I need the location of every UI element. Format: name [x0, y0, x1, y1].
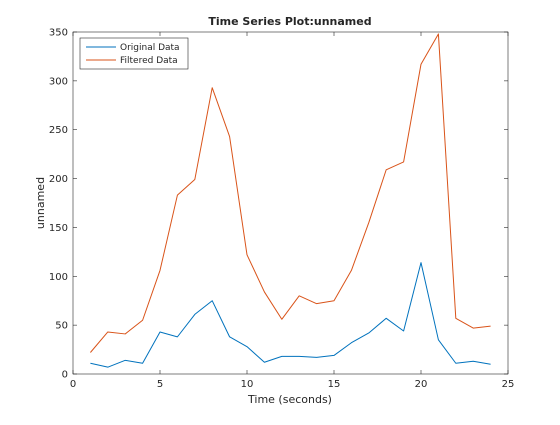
- y-tick-label: 200: [49, 174, 68, 185]
- y-tick-label: 100: [49, 272, 68, 283]
- y-tick-label: 150: [49, 223, 68, 234]
- series-lines: [90, 33, 491, 368]
- legend: Original Data Filtered Data: [79, 37, 189, 70]
- x-tick-label: 20: [415, 379, 428, 390]
- y-tick-label: 350: [49, 28, 68, 39]
- x-tick-label: 10: [241, 379, 254, 390]
- x-tick-label: 0: [70, 379, 76, 390]
- x-axis-label: Time (seconds): [247, 393, 332, 406]
- y-axis-label: unnamed: [34, 177, 47, 229]
- legend-label-original-data: Original Data: [120, 43, 180, 53]
- x-tick-label: 15: [328, 379, 341, 390]
- x-tick-label: 5: [157, 379, 163, 390]
- x-tick-label: 25: [502, 379, 515, 390]
- y-tick-label: 0: [62, 370, 68, 381]
- plot-area: [72, 31, 509, 375]
- x-axis-ticks: 0 5 10 15 20 25: [70, 32, 515, 390]
- y-tick-label: 250: [49, 125, 68, 136]
- legend-box: [79, 37, 189, 70]
- y-tick-label: 300: [49, 76, 68, 87]
- legend-label-filtered-data: Filtered Data: [120, 56, 178, 66]
- chart-title: Time Series Plot:unnamed: [208, 15, 371, 28]
- y-tick-label: 50: [55, 321, 68, 332]
- series-line-filtered-data: [90, 33, 491, 353]
- series-line-original-data: [90, 262, 491, 368]
- y-axis-ticks: 0 50 100 150 200 250 300 350: [49, 28, 508, 381]
